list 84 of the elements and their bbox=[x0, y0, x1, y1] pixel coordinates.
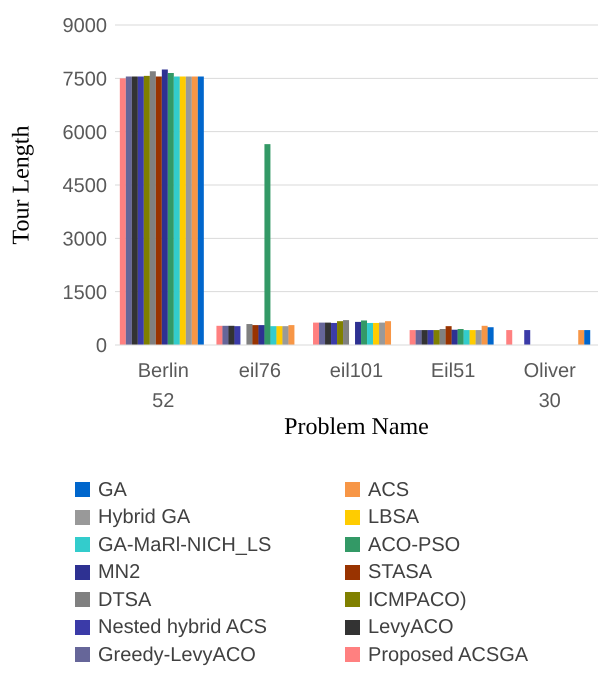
bar bbox=[234, 326, 240, 345]
legend-label: DTSA bbox=[98, 588, 152, 612]
bar bbox=[434, 330, 440, 345]
bar bbox=[180, 76, 186, 345]
bar bbox=[464, 330, 470, 345]
bar bbox=[578, 330, 584, 345]
bar bbox=[367, 322, 374, 345]
bar bbox=[138, 76, 144, 345]
bar bbox=[144, 76, 150, 345]
bar bbox=[452, 330, 458, 345]
legend-label: ICMPACO) bbox=[368, 588, 467, 612]
bar bbox=[264, 144, 270, 345]
y-tick-label: 6000 bbox=[62, 122, 107, 144]
bar bbox=[428, 330, 434, 345]
bar bbox=[228, 326, 234, 345]
legend-label: GA-MaRl-NICH_LS bbox=[98, 532, 272, 557]
bar bbox=[198, 76, 204, 345]
bar bbox=[150, 71, 156, 345]
bar bbox=[361, 320, 368, 345]
y-tick-label: 9000 bbox=[62, 15, 107, 38]
bar bbox=[222, 326, 228, 345]
bar bbox=[270, 326, 276, 345]
bar bbox=[132, 76, 138, 345]
legend-label: Nested hybrid ACS bbox=[98, 615, 267, 640]
x-tick-label: Berlin 52 bbox=[138, 360, 189, 412]
bar bbox=[458, 329, 464, 345]
bar bbox=[410, 330, 416, 345]
legend-label: GA bbox=[98, 478, 127, 502]
bar bbox=[288, 325, 294, 345]
y-tick-label: 0 bbox=[96, 335, 107, 358]
bar bbox=[168, 73, 174, 345]
legend-label: Greedy-LevyACO bbox=[98, 642, 256, 667]
legend-label: LevyACO bbox=[368, 615, 454, 640]
legend-label: LBSA bbox=[368, 505, 420, 530]
x-tick-label: eil101 bbox=[330, 360, 384, 382]
legend-label: STASA bbox=[368, 560, 432, 584]
bar bbox=[156, 76, 162, 345]
bar bbox=[186, 76, 192, 345]
bar bbox=[355, 322, 362, 345]
x-tick-label: eil76 bbox=[238, 360, 282, 382]
bar bbox=[282, 326, 288, 345]
x-axis-title: Problem Name bbox=[284, 414, 429, 440]
bar bbox=[313, 322, 320, 345]
bar bbox=[524, 330, 530, 345]
bar bbox=[126, 76, 132, 345]
legend-label: MN2 bbox=[98, 560, 140, 584]
bar bbox=[416, 330, 422, 345]
legend-label: ACO-PSO bbox=[368, 532, 460, 557]
x-tick-label: Oliver 30 bbox=[524, 360, 576, 412]
bar bbox=[506, 330, 512, 345]
bar bbox=[422, 330, 428, 345]
y-tick-label: 3000 bbox=[62, 228, 107, 250]
bar bbox=[252, 325, 258, 345]
bar bbox=[482, 326, 488, 345]
legend-label: Hybrid GA bbox=[98, 505, 190, 530]
y-axis-title: Tour Length bbox=[8, 126, 35, 244]
bar bbox=[385, 321, 392, 345]
y-tick-label: 1500 bbox=[62, 282, 107, 304]
bar bbox=[343, 320, 350, 345]
bar bbox=[440, 329, 446, 345]
legend-label: ACS bbox=[368, 478, 410, 502]
bar bbox=[192, 76, 198, 345]
bar bbox=[120, 78, 126, 345]
x-tick-label: Eil51 bbox=[430, 360, 476, 382]
bar bbox=[246, 324, 252, 345]
bar bbox=[162, 69, 168, 345]
bar bbox=[446, 326, 452, 345]
y-tick-label: 7500 bbox=[62, 68, 107, 90]
bar bbox=[174, 76, 180, 345]
legend-label: Proposed ACSGA bbox=[368, 642, 528, 667]
bar bbox=[325, 322, 332, 345]
bar bbox=[331, 322, 338, 345]
bar bbox=[379, 322, 386, 345]
bar bbox=[258, 325, 264, 345]
bar bbox=[584, 330, 590, 345]
bar bbox=[470, 330, 476, 345]
bar bbox=[488, 327, 494, 345]
bar bbox=[319, 322, 326, 345]
bar bbox=[216, 326, 222, 345]
bar bbox=[276, 326, 282, 345]
bar bbox=[476, 330, 482, 345]
bar bbox=[337, 321, 344, 345]
y-tick-label: 4500 bbox=[62, 175, 107, 198]
bar bbox=[373, 322, 380, 345]
